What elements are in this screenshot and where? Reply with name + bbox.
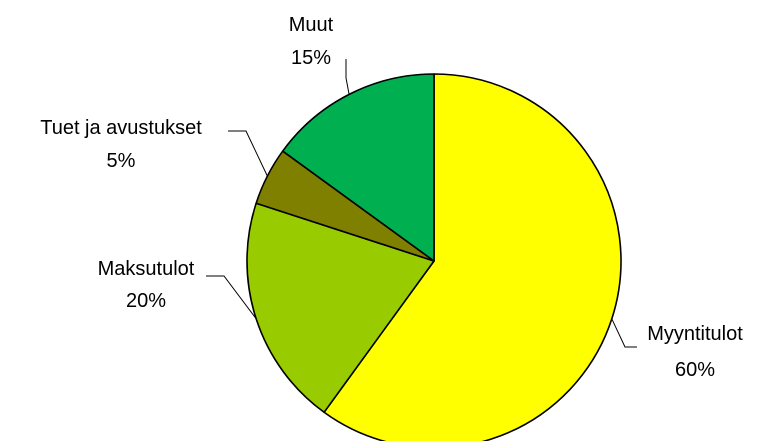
slice-value-maksutulot: 20% (126, 290, 166, 312)
slice-value-myyntitulot: 60% (675, 359, 715, 381)
slice-labels: Myyntitulot 60% Maksutulot 20% Tuet ja a… (40, 14, 743, 381)
slice-label-myyntitulot: Myyntitulot (647, 323, 743, 345)
slice-value-tuet-ja-avustukset: 5% (107, 150, 136, 172)
leader-line-tuet-ja-avustukset (228, 130, 268, 177)
pie-slices (246, 73, 622, 441)
slice-label-tuet-ja-avustukset: Tuet ja avustukset (40, 117, 202, 139)
leader-line-muut (345, 59, 350, 95)
leader-line-myyntitulot (611, 318, 637, 348)
leader-lines (206, 59, 637, 348)
slice-value-muut: 15% (291, 47, 331, 69)
slice-label-muut: Muut (289, 14, 334, 36)
leader-line-maksutulot (206, 275, 257, 320)
slice-label-maksutulot: Maksutulot (98, 258, 195, 280)
